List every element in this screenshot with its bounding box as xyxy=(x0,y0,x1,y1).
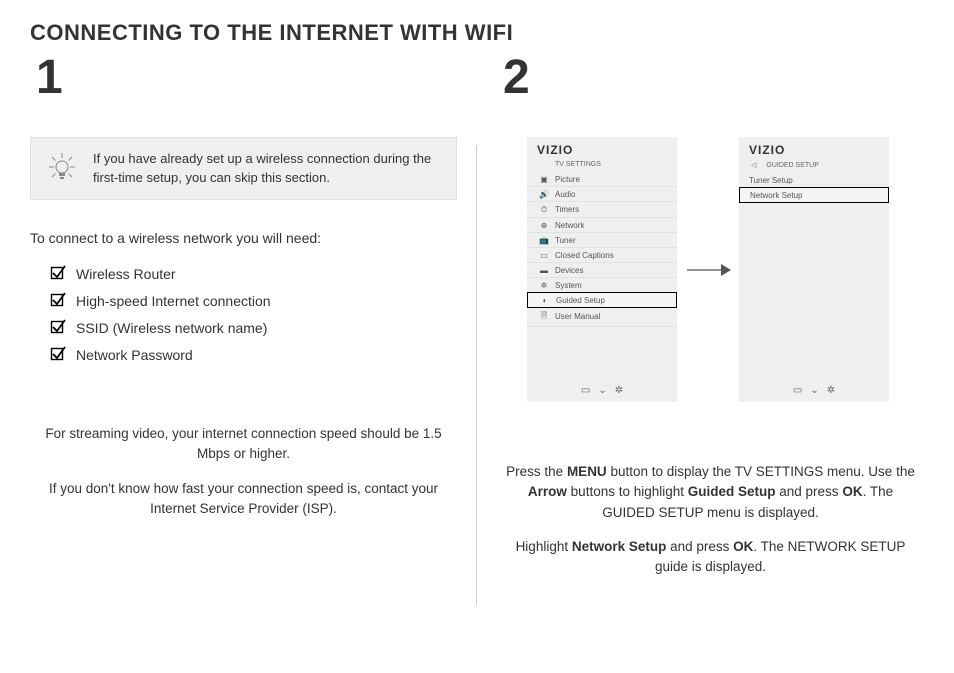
checklist-item: High-speed Internet connection xyxy=(50,291,457,310)
timers-icon: ⏱ xyxy=(539,205,549,215)
menu-footer-icons: ▭ ⌄ ✲ xyxy=(527,379,677,402)
chevron-down-icon: ⌄ xyxy=(810,385,818,396)
checklist: Wireless Router High-speed Internet conn… xyxy=(30,264,457,364)
checkbox-checked-icon xyxy=(50,345,66,364)
menu-item-label: Timers xyxy=(555,205,579,214)
checklist-label: Network Password xyxy=(76,347,193,363)
arrow-right-icon xyxy=(685,260,731,280)
page-title: CONNECTING TO THE INTERNET WITH WIFI xyxy=(30,20,924,46)
menu-item-tuner: 📺 Tuner xyxy=(527,233,677,248)
bold-ok: OK xyxy=(842,484,862,499)
menu-item-system: ✲ System xyxy=(527,278,677,293)
bold-network-setup: Network Setup xyxy=(572,539,667,554)
step-2-number: 2 xyxy=(503,54,924,102)
network-icon: ⊕ xyxy=(539,221,549,230)
guided-setup-icon: ◐ xyxy=(540,296,550,305)
t: and press xyxy=(776,484,843,499)
bold-menu: MENU xyxy=(567,464,607,479)
menu-item-label: Devices xyxy=(555,266,583,275)
bold-guided-setup: Guided Setup xyxy=(688,484,776,499)
instruction-text: Press the MENU button to display the TV … xyxy=(503,462,918,523)
wide-icon: ▭ xyxy=(793,385,802,396)
step-2-column: 2 VIZIO TV SETTINGS ▣ Picture 🔊 Audio ⏱ Tim… xyxy=(477,54,924,591)
menu-item-network: ⊕ Network xyxy=(527,218,677,233)
chevron-down-icon: ⌄ xyxy=(598,385,606,396)
audio-icon: 🔊 xyxy=(539,190,549,199)
menu-item-label: System xyxy=(555,281,582,290)
t: button to display the TV SETTINGS menu. … xyxy=(607,464,915,479)
subtitle-label: GUIDED SETUP xyxy=(766,162,819,169)
checklist-label: High-speed Internet connection xyxy=(76,293,271,309)
column-divider xyxy=(476,145,477,605)
menu-item-devices: ▬ Devices xyxy=(527,263,677,278)
picture-icon: ▣ xyxy=(539,175,549,184)
menu-item-picture: ▣ Picture xyxy=(527,172,677,187)
step-1-number: 1 xyxy=(36,54,457,102)
back-arrow-icon: ◁ xyxy=(751,161,756,169)
bold-arrow: Arrow xyxy=(528,484,567,499)
menu-item-timers: ⏱ Timers xyxy=(527,202,677,218)
tip-text: If you have already set up a wireless co… xyxy=(93,150,440,186)
menu-item-tuner-setup: Tuner Setup xyxy=(739,173,889,188)
menu-list: ▣Picture 🔊Audio ⏱Timers ⊕Network 📺Tuner … xyxy=(527,172,677,379)
step-1-column: 1 If xyxy=(30,54,477,591)
menu-item-cc: ▭ Closed Captions xyxy=(527,248,677,263)
devices-icon: ▬ xyxy=(539,266,549,275)
menu-item-label: Tuner xyxy=(555,236,576,245)
menu-footer-icons: ▭ ⌄ ✲ xyxy=(739,379,889,402)
note-text: For streaming video, your internet conne… xyxy=(40,424,447,465)
menu-list: Tuner Setup Network Setup xyxy=(739,173,889,379)
menu-item-user-manual: 🗎 User Manual xyxy=(527,307,677,327)
t: and press xyxy=(666,539,733,554)
step-1-notes: For streaming video, your internet conne… xyxy=(30,424,457,519)
t: buttons to highlight xyxy=(567,484,688,499)
menu-item-label: User Manual xyxy=(555,312,600,321)
instruction-text: Highlight Network Setup and press OK. Th… xyxy=(503,537,918,578)
tv-menus-row: VIZIO TV SETTINGS ▣ Picture 🔊 Audio ⏱ Timer… xyxy=(527,137,924,402)
menu-item-guided-setup: ◐ Guided Setup xyxy=(527,292,677,308)
tuner-icon: 📺 xyxy=(539,236,549,245)
cc-icon: ▭ xyxy=(539,251,549,260)
system-icon: ✲ xyxy=(539,281,549,290)
menu-item-network-setup: Network Setup xyxy=(739,187,889,203)
tip-box: If you have already set up a wireless co… xyxy=(30,137,457,200)
wide-icon: ▭ xyxy=(581,385,590,396)
checklist-item: Wireless Router xyxy=(50,264,457,283)
columns: 1 If xyxy=(30,54,924,591)
t: Press the xyxy=(506,464,567,479)
checklist-label: SSID (Wireless network name) xyxy=(76,320,267,336)
note-text: If you don't know how fast your connecti… xyxy=(40,479,447,520)
checkbox-checked-icon xyxy=(50,291,66,310)
checklist-item: Network Password xyxy=(50,345,457,364)
intro-text: To connect to a wireless network you wil… xyxy=(30,230,457,246)
menu-item-label: Picture xyxy=(555,175,580,184)
menu-item-label: Closed Captions xyxy=(555,251,614,260)
bold-ok: OK xyxy=(733,539,753,554)
menu-item-audio: 🔊 Audio xyxy=(527,187,677,202)
tv-settings-menu: VIZIO TV SETTINGS ▣ Picture 🔊 Audio ⏱ Timer… xyxy=(527,137,677,402)
brand-label: VIZIO xyxy=(739,137,889,159)
lightbulb-icon xyxy=(47,150,77,187)
menu-item-label: Audio xyxy=(555,190,575,199)
step-2-instructions: Press the MENU button to display the TV … xyxy=(497,462,924,577)
checkbox-checked-icon xyxy=(50,264,66,283)
menu-subtitle: TV SETTINGS xyxy=(527,159,677,172)
menu-item-label: Guided Setup xyxy=(556,296,605,305)
menu-item-label: Network xyxy=(555,221,584,230)
t: Highlight xyxy=(516,539,572,554)
gear-icon: ✲ xyxy=(827,385,835,396)
guided-setup-menu: VIZIO ◁ GUIDED SETUP Tuner Setup Network… xyxy=(739,137,889,402)
menu-subtitle: ◁ GUIDED SETUP xyxy=(739,159,889,173)
gear-icon: ✲ xyxy=(615,385,623,396)
checklist-item: SSID (Wireless network name) xyxy=(50,318,457,337)
checklist-label: Wireless Router xyxy=(76,266,176,282)
menu-item-label: Tuner Setup xyxy=(749,176,793,185)
checkbox-checked-icon xyxy=(50,318,66,337)
manual-icon: 🗎 xyxy=(539,310,549,324)
menu-item-label: Network Setup xyxy=(750,191,802,200)
brand-label: VIZIO xyxy=(527,137,677,159)
